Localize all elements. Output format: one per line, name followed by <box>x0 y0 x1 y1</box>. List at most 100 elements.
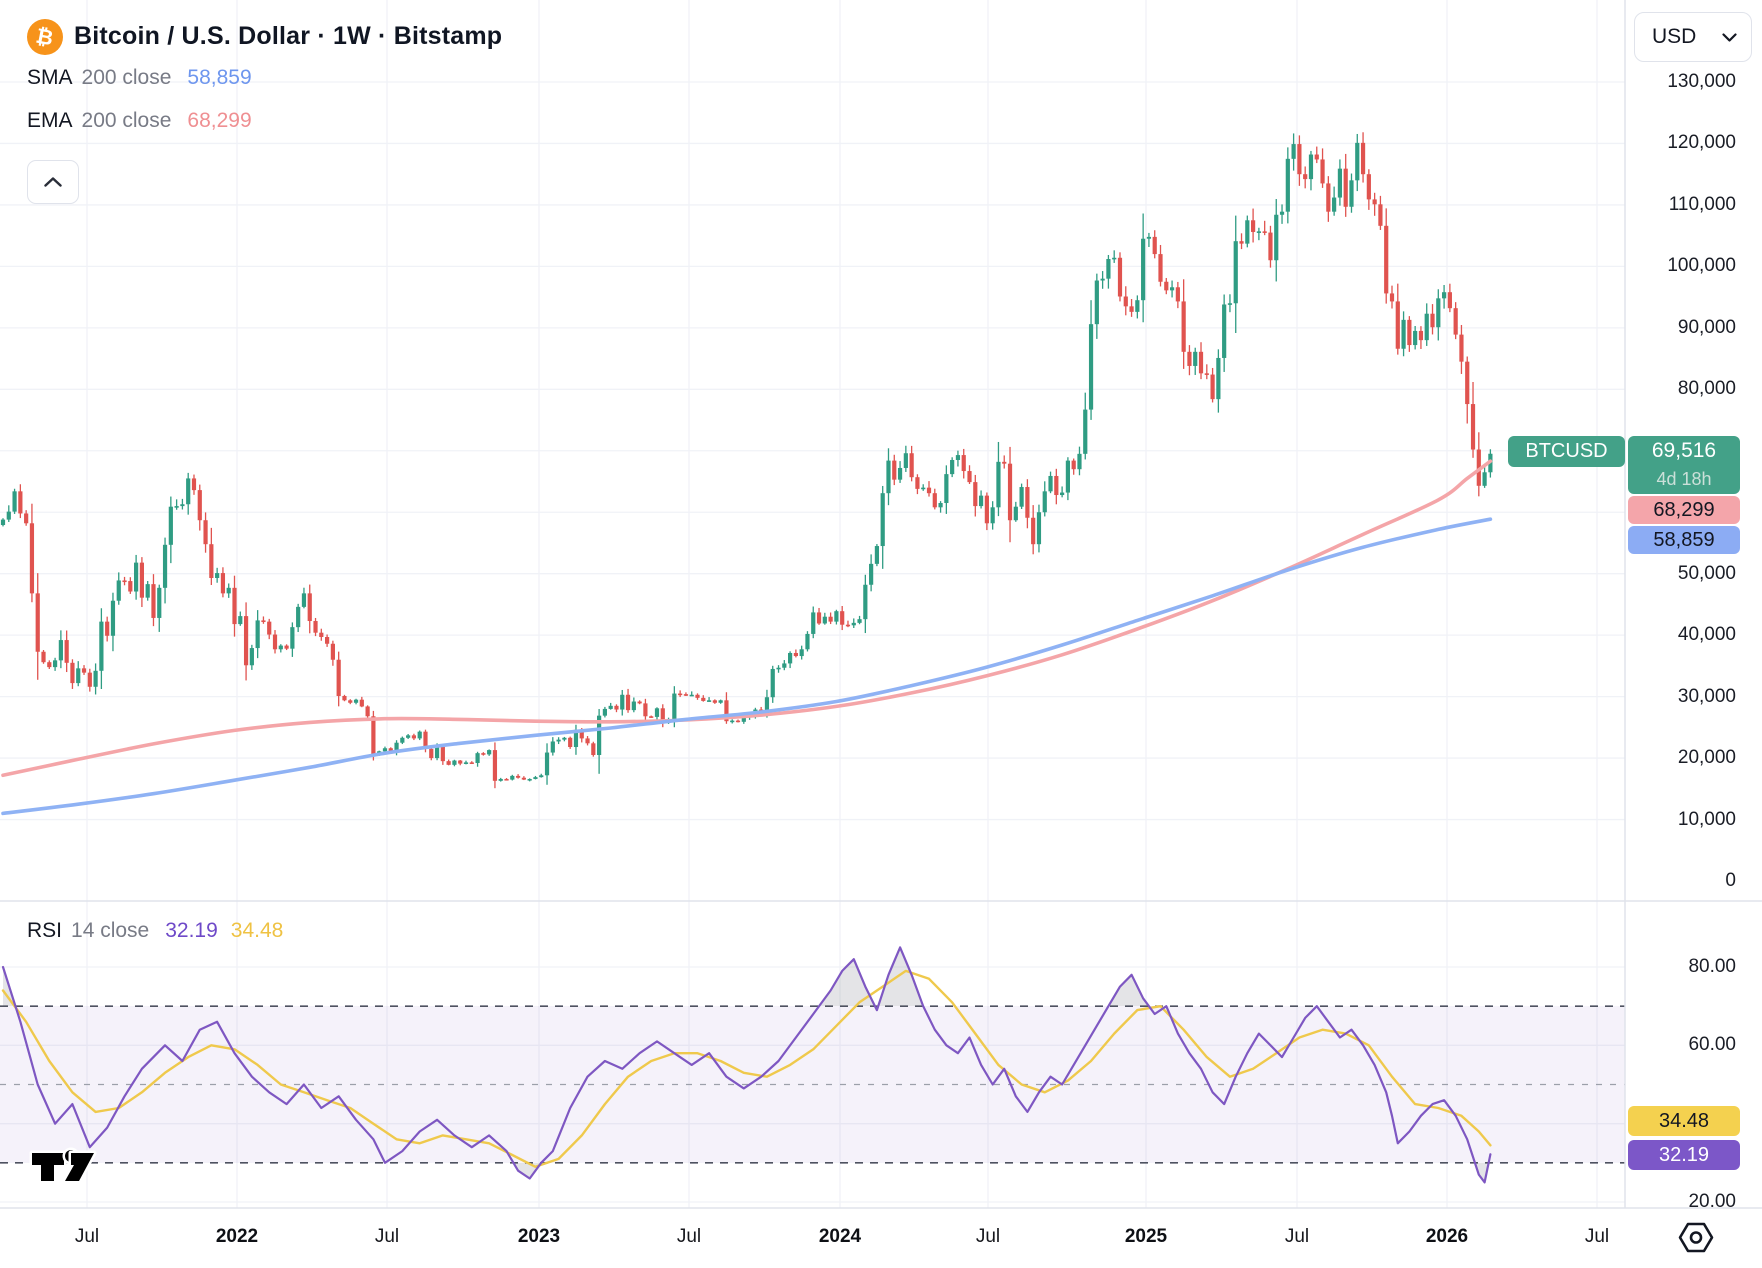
candle-body <box>255 620 260 649</box>
candle-body <box>469 762 474 764</box>
candle-body <box>724 700 729 722</box>
ema-price-badge: 68,299 <box>1628 496 1740 524</box>
candle-body <box>203 520 208 545</box>
candle-body <box>984 495 989 524</box>
candle-body <box>1060 492 1065 496</box>
candle-body <box>1227 303 1233 305</box>
price-tick: 80,000 <box>1677 378 1736 400</box>
sma-price-badge: 58,859 <box>1628 526 1740 554</box>
chevron-up-icon <box>44 177 62 187</box>
candle-body <box>614 705 619 710</box>
candle-body <box>695 694 700 698</box>
candle-body <box>1291 144 1296 159</box>
rsi-tick: 80.00 <box>1688 956 1736 977</box>
rsi-ma-legend-value: 34.48 <box>230 919 284 942</box>
candle-body <box>568 737 573 748</box>
sma-legend-value: 58,859 <box>187 66 252 89</box>
candle-body <box>1274 214 1279 261</box>
candle-body <box>93 670 98 687</box>
candle-body <box>950 459 955 475</box>
candle-body <box>1395 301 1400 349</box>
candle-body <box>915 477 920 489</box>
candle-body <box>232 587 237 625</box>
candle-body <box>226 587 231 594</box>
candle-body <box>1112 257 1117 260</box>
candle-body <box>880 493 885 547</box>
candle-body <box>1459 334 1464 362</box>
candle-body <box>1256 231 1261 233</box>
last-price-badge: 69,516 4d 18h <box>1628 436 1740 494</box>
candle-body <box>539 775 544 778</box>
candle-body <box>1332 197 1337 212</box>
candle-body <box>799 649 804 657</box>
price-tick: 30,000 <box>1677 685 1736 707</box>
candle-body <box>330 643 335 660</box>
candle-body <box>99 621 104 671</box>
tradingview-logo[interactable] <box>24 1141 102 1194</box>
candle-body <box>145 584 150 598</box>
candle-body <box>944 474 949 504</box>
axis-settings-icon[interactable] <box>1678 1221 1714 1259</box>
price-tick: 50,000 <box>1677 562 1736 584</box>
candle-body <box>1251 220 1256 232</box>
candle-body <box>359 699 364 707</box>
candle-body <box>1239 241 1244 244</box>
candle-body <box>481 753 486 755</box>
candle-body <box>1036 512 1042 545</box>
currency-selector[interactable]: USD <box>1634 12 1752 62</box>
candle-body <box>735 720 741 723</box>
rsi-tick: 20.00 <box>1688 1191 1736 1212</box>
candle-body <box>608 705 613 709</box>
candle-body <box>24 513 29 524</box>
candle-body <box>909 453 914 478</box>
candle-body <box>284 645 289 649</box>
candle-body <box>18 491 23 514</box>
candle-body <box>105 621 110 636</box>
candle-body <box>764 697 770 716</box>
candle-body <box>64 640 69 663</box>
candle-body <box>649 716 654 718</box>
candle-body <box>602 708 607 716</box>
candle-body <box>487 750 492 755</box>
candle-body <box>313 621 318 633</box>
price-tick: 10,000 <box>1677 808 1736 830</box>
candle-body <box>591 743 596 756</box>
candle-body <box>1413 330 1418 346</box>
ema-200-line <box>1 459 1493 778</box>
candle-body <box>585 738 590 744</box>
candle-body <box>903 453 908 468</box>
candle-body <box>1141 238 1146 301</box>
candle-body <box>1181 301 1186 352</box>
currency-selector-value: USD <box>1652 25 1697 48</box>
candle-body <box>1065 460 1070 493</box>
candle-body <box>978 495 984 507</box>
candle-body <box>58 640 63 661</box>
candle-body <box>1216 357 1221 400</box>
candle-body <box>1048 475 1053 492</box>
candle-body <box>1100 278 1105 281</box>
candle-body <box>1378 204 1383 226</box>
candle-body <box>220 573 226 594</box>
candle-body <box>1285 158 1290 212</box>
candle-body <box>1013 506 1018 521</box>
last-price-value: 69,516 <box>1651 439 1717 462</box>
candle-body <box>1308 154 1314 180</box>
candle-body <box>400 737 405 743</box>
candle-body <box>47 662 52 668</box>
time-tick: Jul <box>975 1226 1001 1247</box>
candle-body <box>840 611 845 625</box>
candle-body <box>1222 304 1227 358</box>
rsi-legend-row: RSI 14 close 32.19 34.48 <box>27 919 283 943</box>
candle-body <box>678 693 683 696</box>
candle-body <box>562 737 567 740</box>
candle-body <box>1135 300 1140 312</box>
candle-body <box>625 694 631 711</box>
candle-body <box>1384 225 1389 294</box>
candle-body <box>365 706 370 717</box>
candle-body <box>770 668 775 698</box>
collapse-indicators-button[interactable] <box>27 160 79 204</box>
candle-body <box>261 620 266 623</box>
candle-body <box>776 667 781 670</box>
sma-200-line <box>1 517 1493 816</box>
